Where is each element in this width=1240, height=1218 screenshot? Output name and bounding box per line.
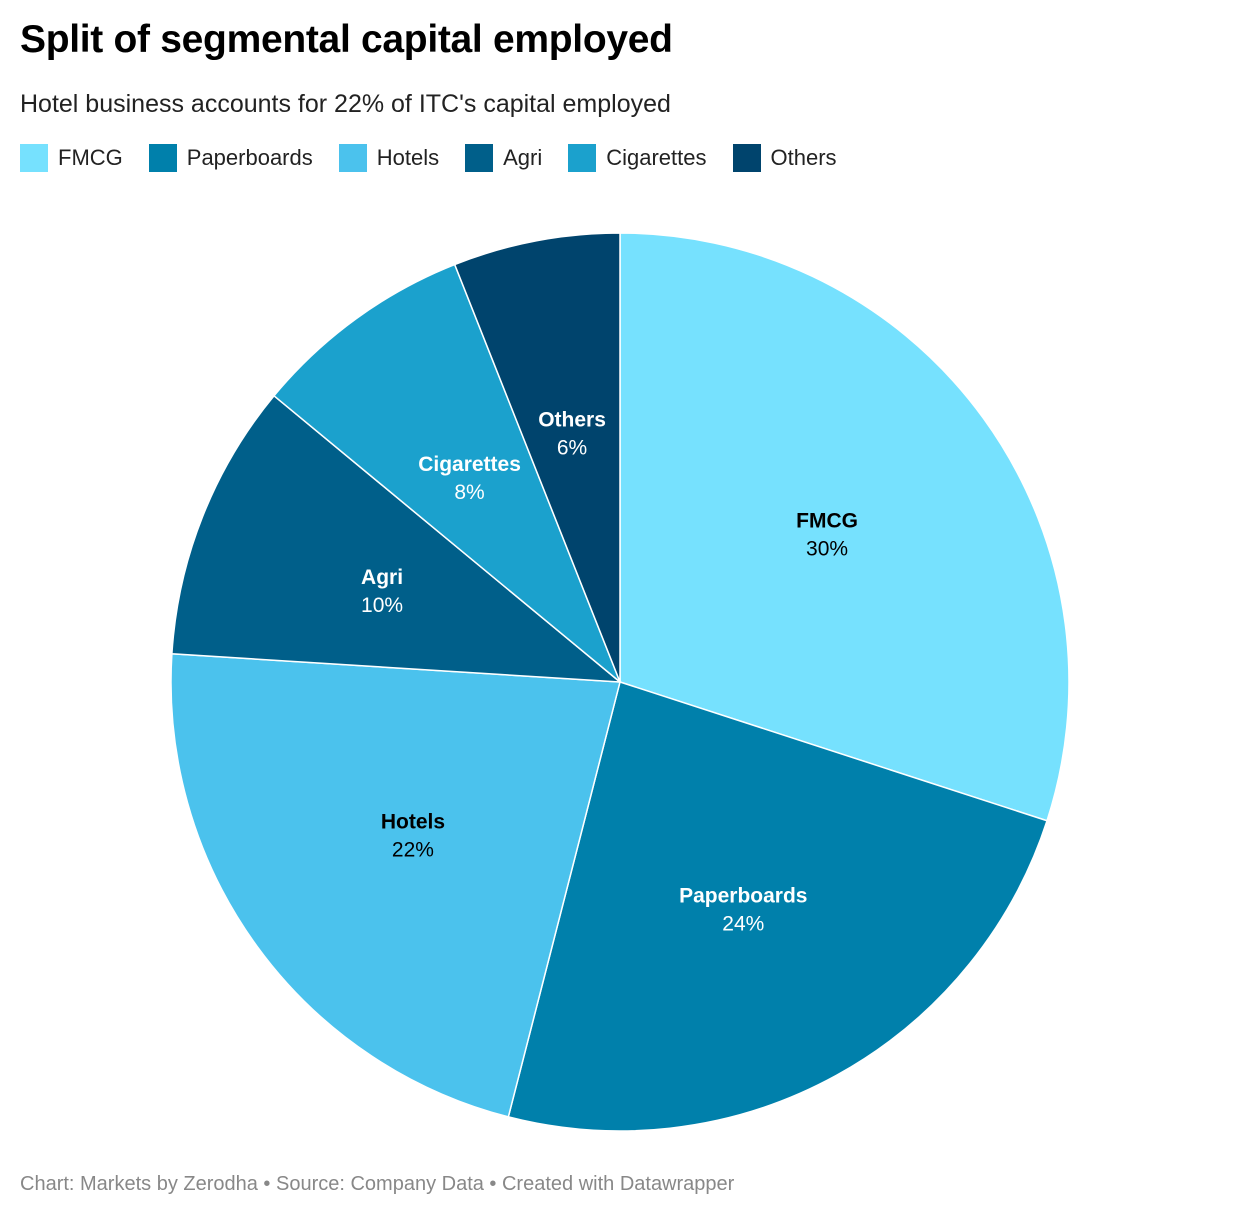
legend-swatch-hotels xyxy=(338,144,367,172)
legend-item-hotels: Hotels xyxy=(338,144,440,172)
legend-swatch-fmcg xyxy=(20,144,48,172)
slice-value-fmcg: 30% xyxy=(806,538,848,561)
pie-slice-agri xyxy=(171,394,623,683)
legend-item-paperboards: Paperboards xyxy=(148,144,313,172)
legend-swatch-paperboards xyxy=(148,144,177,172)
legend-item-fmcg: FMCG xyxy=(20,144,123,172)
slice-label-fmcg: FMCG xyxy=(796,510,858,533)
slice-value-paperboards: 24% xyxy=(722,912,764,935)
chart-title: Split of segmental capital employed xyxy=(20,18,673,61)
legend-swatch-others xyxy=(732,144,761,172)
slice-label-others: Others xyxy=(538,409,606,432)
legend-label-fmcg: FMCG xyxy=(58,145,123,170)
slice-label-agri: Agri xyxy=(361,566,403,589)
legend-label-agri: Agri xyxy=(503,145,543,170)
pie-slice-paperboards xyxy=(507,681,1048,1132)
legend-label-cigarettes: Cigarettes xyxy=(606,145,707,170)
legend-item-others: Others xyxy=(732,144,837,172)
pie-slice-cigarettes xyxy=(272,263,621,683)
legend-item-agri: Agri xyxy=(465,144,542,172)
legend-label-hotels: Hotels xyxy=(376,145,440,170)
pie-slice-hotels xyxy=(170,653,621,1118)
legend-swatch-agri xyxy=(465,144,494,172)
slice-label-hotels: Hotels xyxy=(381,810,445,833)
slice-value-agri: 10% xyxy=(361,594,403,617)
slice-value-cigarettes: 8% xyxy=(454,481,484,504)
pie-slice-others xyxy=(453,232,621,683)
pie-slice-fmcg xyxy=(619,232,1070,822)
slice-value-hotels: 22% xyxy=(392,838,434,861)
legend-item-cigarettes: Cigarettes xyxy=(568,144,707,172)
legend-swatch-cigarettes xyxy=(568,144,597,172)
slice-value-others: 6% xyxy=(557,437,587,460)
slice-label-paperboards: Paperboards xyxy=(679,884,807,907)
legend-label-paperboards: Paperboards xyxy=(186,145,313,170)
chart-footer: Chart: Markets by Zerodha • Source: Comp… xyxy=(20,1173,735,1195)
pie-chart: FMCG 30% Paperboards 24% Hotels 22% Agri 10% Cig… xyxy=(170,232,1070,1132)
chart-subtitle: Hotel business accounts for 22% of ITC's… xyxy=(20,90,671,118)
slice-label-cigarettes: Cigarettes xyxy=(418,453,521,476)
legend-label-others: Others xyxy=(770,145,837,170)
chart-legend: FMCG Paperboards Hotels Agri Cigarettes Other… xyxy=(20,143,863,173)
